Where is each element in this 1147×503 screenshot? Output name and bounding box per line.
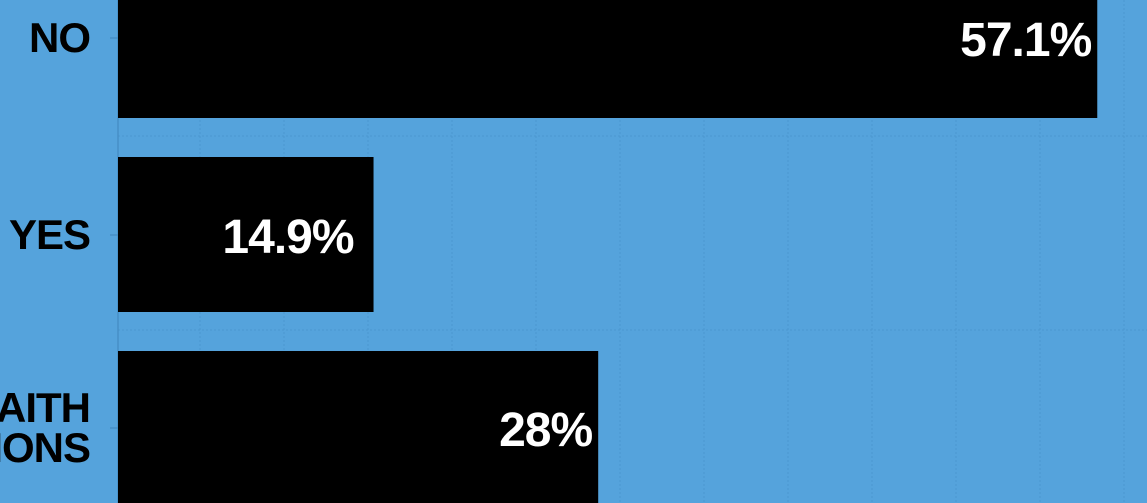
category-labels: NO YES FAITHIONS bbox=[0, 14, 118, 471]
category-label: YES bbox=[9, 211, 90, 258]
data-value-label: 28% bbox=[499, 404, 592, 457]
gridlines bbox=[118, 0, 1147, 503]
bars bbox=[118, 0, 1098, 503]
bar bbox=[118, 351, 599, 503]
data-value-label: 57.1% bbox=[960, 14, 1091, 67]
category-label: FAITH bbox=[0, 384, 90, 431]
bar bbox=[118, 157, 374, 312]
bar bbox=[118, 0, 1098, 118]
data-value-label: 14.9% bbox=[222, 211, 353, 264]
category-label: NO bbox=[29, 14, 90, 61]
category-label: IONS bbox=[0, 424, 90, 471]
value-labels: 57.1% 14.9% 28% bbox=[222, 14, 1092, 457]
